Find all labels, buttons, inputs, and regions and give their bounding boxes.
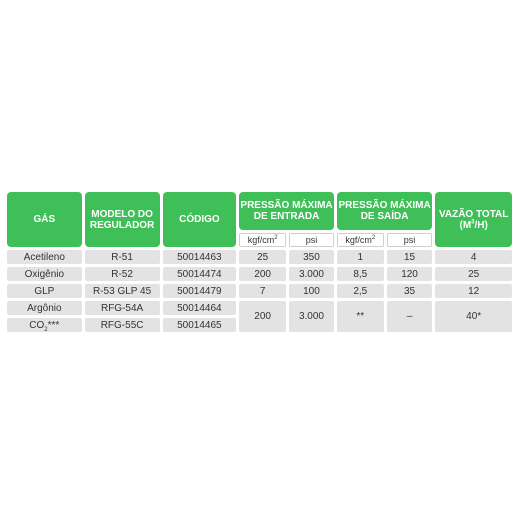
header-model: MODELO DO REGULADOR: [84, 192, 160, 247]
cell-inlet-psi-merged: 3.000: [289, 301, 334, 332]
table-row: Oxigênio R-52 50014474 200 3.000 8,5 120…: [7, 267, 512, 281]
cell-code: 50014465: [162, 318, 237, 332]
header-total-flow: VAZÃO TOTAL (m3/h): [435, 192, 512, 247]
cell-outlet-psi: 15: [386, 250, 433, 264]
regulator-spec-table: GÁS MODELO DO REGULADOR CÓDIGO PRESSÃO M…: [4, 189, 515, 335]
unit-inlet-psi: psi: [289, 233, 334, 247]
cell-outlet-psi: 35: [386, 284, 433, 298]
cell-inlet-psi: 350: [289, 250, 334, 264]
cell-outlet-kgf: 1: [336, 250, 384, 264]
cell-code: 50014463: [162, 250, 237, 264]
header-code: CÓDIGO: [162, 192, 237, 247]
cell-model: RFG-55C: [84, 318, 160, 332]
header-inlet-pressure: PRESSÃO MÁXIMA DE ENTRADA: [239, 192, 334, 230]
cell-flow: 4: [435, 250, 512, 264]
cell-flow: 25: [435, 267, 512, 281]
unit-outlet-kgf: kgf/cm2: [336, 233, 384, 247]
cell-inlet-kgf: 200: [239, 267, 287, 281]
cell-inlet-psi: 3.000: [289, 267, 334, 281]
header-gas: GÁS: [7, 192, 82, 247]
cell-inlet-kgf-merged: 200: [239, 301, 287, 332]
cell-inlet-kgf: 7: [239, 284, 287, 298]
cell-gas: Oxigênio: [7, 267, 82, 281]
header-outlet-pressure: PRESSÃO MÁXIMA DE SAÍDA: [336, 192, 433, 230]
cell-flow-merged: 40*: [435, 301, 512, 332]
cell-model: RFG-54A: [84, 301, 160, 315]
cell-model: R-53 GLP 45: [84, 284, 160, 298]
cell-gas: Argônio: [7, 301, 82, 315]
cell-code: 50014479: [162, 284, 237, 298]
unit-inlet-kgf: kgf/cm2: [239, 233, 287, 247]
table-row: GLP R-53 GLP 45 50014479 7 100 2,5 35 12: [7, 284, 512, 298]
cell-code: 50014474: [162, 267, 237, 281]
cell-model: R-52: [84, 267, 160, 281]
cell-outlet-kgf-merged: **: [336, 301, 384, 332]
table-row: Argônio RFG-54A 50014464 200 3.000 ** – …: [7, 301, 512, 332]
table-row: CO2*** RFG-55C 50014465: [7, 318, 512, 333]
cell-inlet-psi: 100: [289, 284, 334, 298]
cell-gas: CO2***: [7, 318, 82, 333]
cell-outlet-kgf: 8,5: [336, 267, 384, 281]
cell-flow: 12: [435, 284, 512, 298]
cell-outlet-psi: 120: [386, 267, 433, 281]
cell-model: R-51: [84, 250, 160, 264]
cell-gas: GLP: [7, 284, 82, 298]
table-row: Acetileno R-51 50014463 25 350 1 15 4: [7, 250, 512, 264]
cell-gas: Acetileno: [7, 250, 82, 264]
unit-outlet-psi: psi: [386, 233, 433, 247]
cell-code: 50014464: [162, 301, 237, 315]
cell-outlet-kgf: 2,5: [336, 284, 384, 298]
cell-inlet-kgf: 25: [239, 250, 287, 264]
cell-outlet-psi-merged: –: [386, 301, 433, 332]
